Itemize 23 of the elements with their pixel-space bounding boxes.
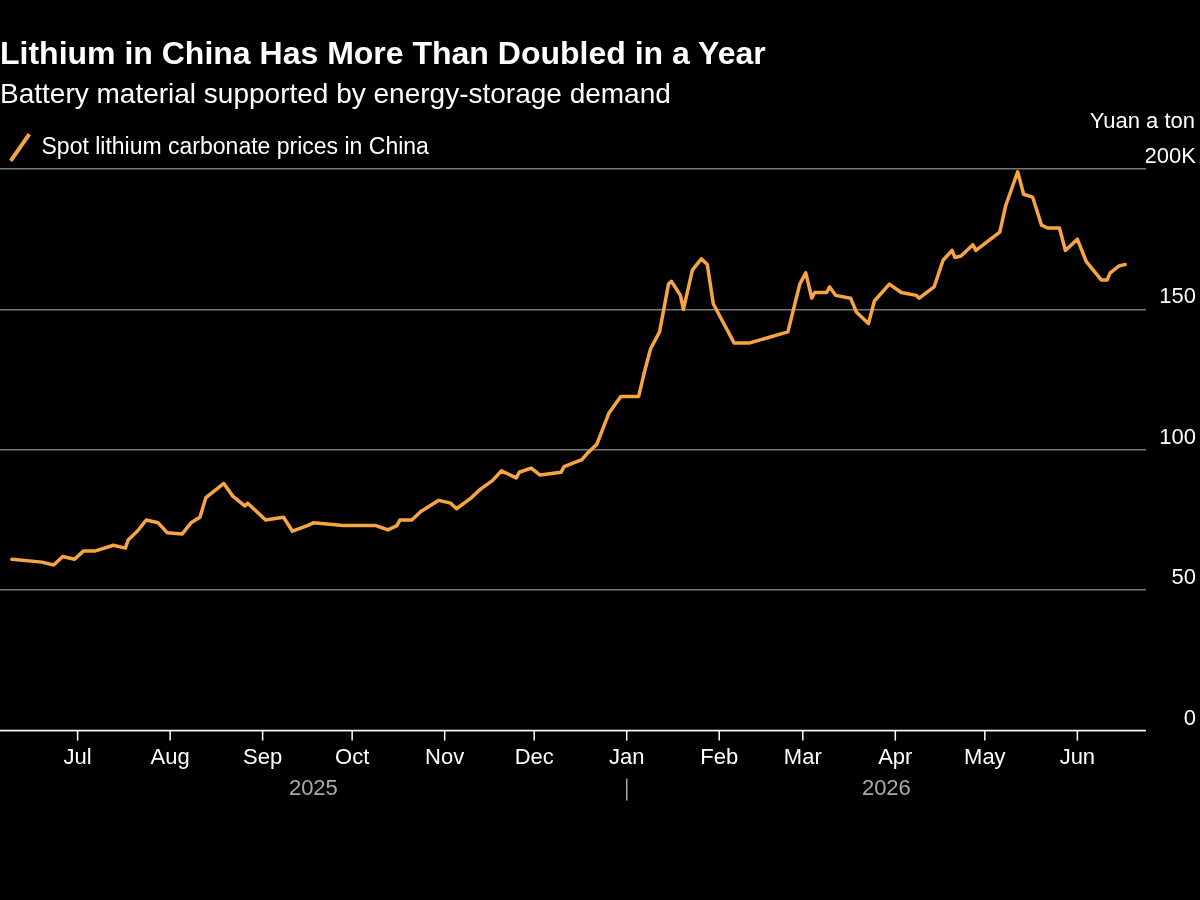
y-tick-label: 150 <box>1159 283 1196 309</box>
y-tick-label: 0 <box>1183 704 1196 730</box>
x-tick-label: Feb <box>700 743 739 769</box>
x-tick-label: Jul <box>63 743 92 769</box>
chart-subtitle: Battery material supported by energy-storage demand <box>0 77 671 109</box>
x-tick-label: May <box>964 743 1006 769</box>
x-tick-label: Nov <box>425 743 465 769</box>
text: 2025 <box>288 774 338 800</box>
text: 2026 <box>861 774 911 800</box>
y-tick-label: 100 <box>1159 423 1196 449</box>
x-tick-label: Mar <box>783 743 822 769</box>
x-tick-label: Aug <box>150 743 190 769</box>
legend-label: Spot lithium carbonate prices in China <box>41 132 430 159</box>
x-tick-label: Jan <box>608 743 645 769</box>
x-tick-label: Oct <box>335 743 370 769</box>
x-tick-label: Dec <box>514 743 554 769</box>
y-axis-title: Yuan a ton <box>1089 108 1195 134</box>
chart-title: Lithium in China Has More Than Doubled in a Year <box>0 35 766 72</box>
x-tick-label: Jun <box>1059 743 1096 769</box>
x-tick-label: Sep <box>243 743 283 769</box>
y-tick-label: 200K <box>1144 143 1197 169</box>
x-tick-label: Apr <box>878 743 913 769</box>
y-tick-label: 50 <box>1171 564 1196 590</box>
